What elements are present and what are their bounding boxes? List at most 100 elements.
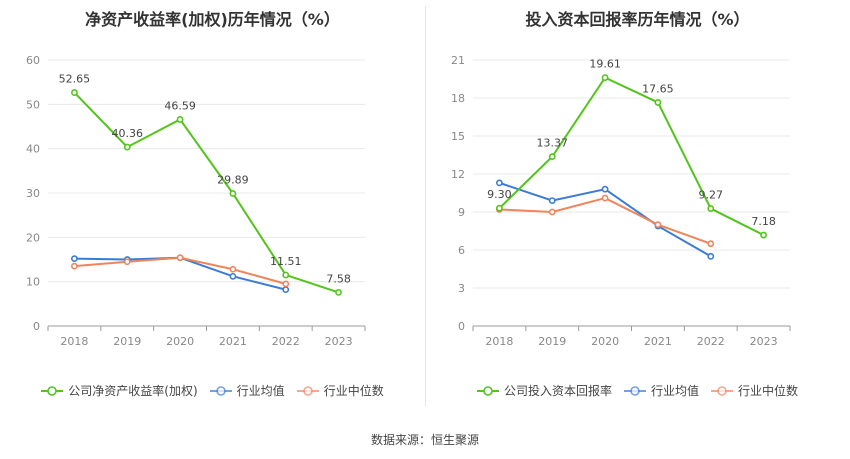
data-point[interactable]	[548, 197, 556, 204]
data-point[interactable]	[335, 288, 342, 296]
data-point[interactable]	[123, 258, 131, 266]
chart-panel-roe: 净资产收益率(加权)历年情况（%） 0 10 20 30 40 50 60 2018 2019 2…	[0, 0, 425, 420]
y-tick-label: 9	[458, 206, 465, 219]
chart-plot-area: 0 3 6 9 12 15 18 21 2018 2019 2020 2021 2022 2023 9.30…	[451, 54, 791, 348]
data-label: 17.65	[642, 82, 674, 95]
data-point[interactable]	[71, 262, 78, 270]
y-tick-label: 10	[26, 276, 40, 289]
y-tick-label: 50	[26, 98, 40, 111]
legend-marker-icon	[476, 385, 499, 396]
x-tick-label: 2022	[697, 335, 725, 348]
y-tick-label: 21	[451, 54, 465, 67]
chart-title: 投入资本回报率历年情况（%）	[525, 10, 750, 29]
data-point[interactable]	[123, 143, 131, 151]
legend-label: 行业中位数	[323, 384, 384, 398]
data-label: 19.61	[589, 58, 621, 71]
data-point[interactable]	[707, 205, 715, 212]
data-point[interactable]	[601, 185, 609, 193]
data-point[interactable]	[282, 271, 290, 279]
data-point[interactable]	[548, 153, 556, 161]
x-tick-label: 2021	[644, 335, 672, 348]
data-label: 52.65	[59, 73, 91, 86]
y-tick-label: 6	[458, 244, 465, 257]
data-source-note: 数据来源：恒生聚源	[370, 433, 479, 447]
x-tick-label: 2021	[219, 335, 247, 348]
x-tick-label: 2019	[538, 335, 566, 348]
data-point[interactable]	[760, 231, 767, 239]
chart-legend: 公司投入资本回报率 行业均值 行业中位数	[425, 382, 850, 399]
y-tick-label: 0	[458, 320, 465, 333]
x-tick-label: 2020	[166, 335, 194, 348]
legend-marker-icon	[711, 385, 733, 396]
data-label: 7.58	[326, 272, 351, 285]
data-point[interactable]	[496, 204, 503, 212]
legend-marker-icon	[623, 385, 646, 396]
data-point[interactable]	[654, 99, 662, 106]
x-tick-label: 2018	[60, 335, 88, 348]
legend-marker-icon	[209, 385, 232, 396]
y-tick-label: 40	[26, 143, 40, 156]
y-tick-label: 18	[451, 92, 465, 105]
x-tick-label: 2023	[750, 335, 778, 348]
y-tick-label: 3	[458, 282, 465, 295]
data-point[interactable]	[229, 190, 237, 197]
legend-item[interactable]: 公司净资产收益率(加权)	[41, 382, 198, 399]
data-label: 9.30	[487, 188, 512, 201]
x-tick-label: 2023	[325, 335, 353, 348]
chart-plot-area: 0 10 20 30 40 50 60 2018 2019 2020 2021 2022 2023 52.…	[26, 54, 366, 348]
panel-divider	[425, 6, 426, 406]
data-label: 46.59	[164, 99, 196, 112]
chart-title: 净资产收益率(加权)历年情况（%）	[85, 10, 340, 29]
series-line-2	[499, 197, 712, 245]
data-label: 29.89	[217, 173, 249, 186]
legend-label: 公司投入资本回报率	[503, 384, 612, 398]
data-point[interactable]	[282, 280, 290, 288]
legend-label: 行业均值	[650, 384, 699, 398]
data-point[interactable]	[707, 240, 715, 248]
series-line-0	[498, 76, 765, 236]
y-tick-label: 12	[451, 168, 465, 181]
data-label: 7.18	[751, 215, 776, 228]
y-tick-label: 20	[26, 231, 40, 244]
x-tick-label: 2019	[113, 335, 141, 348]
series-line-2	[74, 256, 287, 285]
data-point[interactable]	[601, 194, 609, 202]
data-point[interactable]	[282, 286, 290, 294]
y-tick-label: 0	[33, 320, 40, 333]
data-point[interactable]	[71, 89, 78, 96]
data-label: 40.36	[112, 127, 144, 140]
chart-panel-roic: 投入资本回报率历年情况（%） 0 3 6 9 12 15 18 21 2018 2019 2020 2…	[425, 0, 850, 420]
data-label: 11.51	[270, 255, 302, 268]
series-line-1	[499, 181, 712, 258]
data-point[interactable]	[548, 208, 556, 216]
series-line-0	[73, 91, 339, 294]
chart-legend: 公司净资产收益率(加权) 行业均值 行业中位数	[0, 382, 425, 399]
x-tick-label: 2020	[591, 335, 619, 348]
legend-label: 行业中位数	[738, 384, 799, 398]
data-label: 13.37	[537, 137, 569, 150]
y-tick-label: 15	[451, 130, 465, 143]
data-point[interactable]	[601, 74, 609, 82]
data-point[interactable]	[654, 221, 662, 229]
legend-item[interactable]: 行业均值	[623, 382, 699, 399]
legend-item[interactable]: 行业中位数	[296, 382, 384, 399]
x-tick-label: 2018	[485, 335, 513, 348]
data-point[interactable]	[71, 255, 78, 263]
legend-item[interactable]: 行业中位数	[711, 382, 798, 399]
y-tick-label: 60	[26, 54, 40, 67]
legend-marker-icon	[41, 385, 64, 396]
y-tick-label: 30	[26, 187, 40, 200]
data-point[interactable]	[176, 116, 184, 123]
data-point[interactable]	[176, 254, 184, 262]
legend-item[interactable]: 公司投入资本回报率	[476, 382, 612, 399]
legend-marker-icon	[296, 385, 319, 396]
legend-label: 行业均值	[236, 384, 285, 398]
data-point[interactable]	[229, 265, 237, 273]
data-point[interactable]	[707, 252, 715, 260]
data-point[interactable]	[496, 179, 503, 187]
data-point[interactable]	[229, 272, 237, 280]
data-label: 9.27	[699, 189, 724, 202]
x-tick-label: 2022	[272, 335, 300, 348]
legend-label: 公司净资产收益率(加权)	[68, 384, 198, 398]
legend-item[interactable]: 行业均值	[209, 382, 285, 399]
